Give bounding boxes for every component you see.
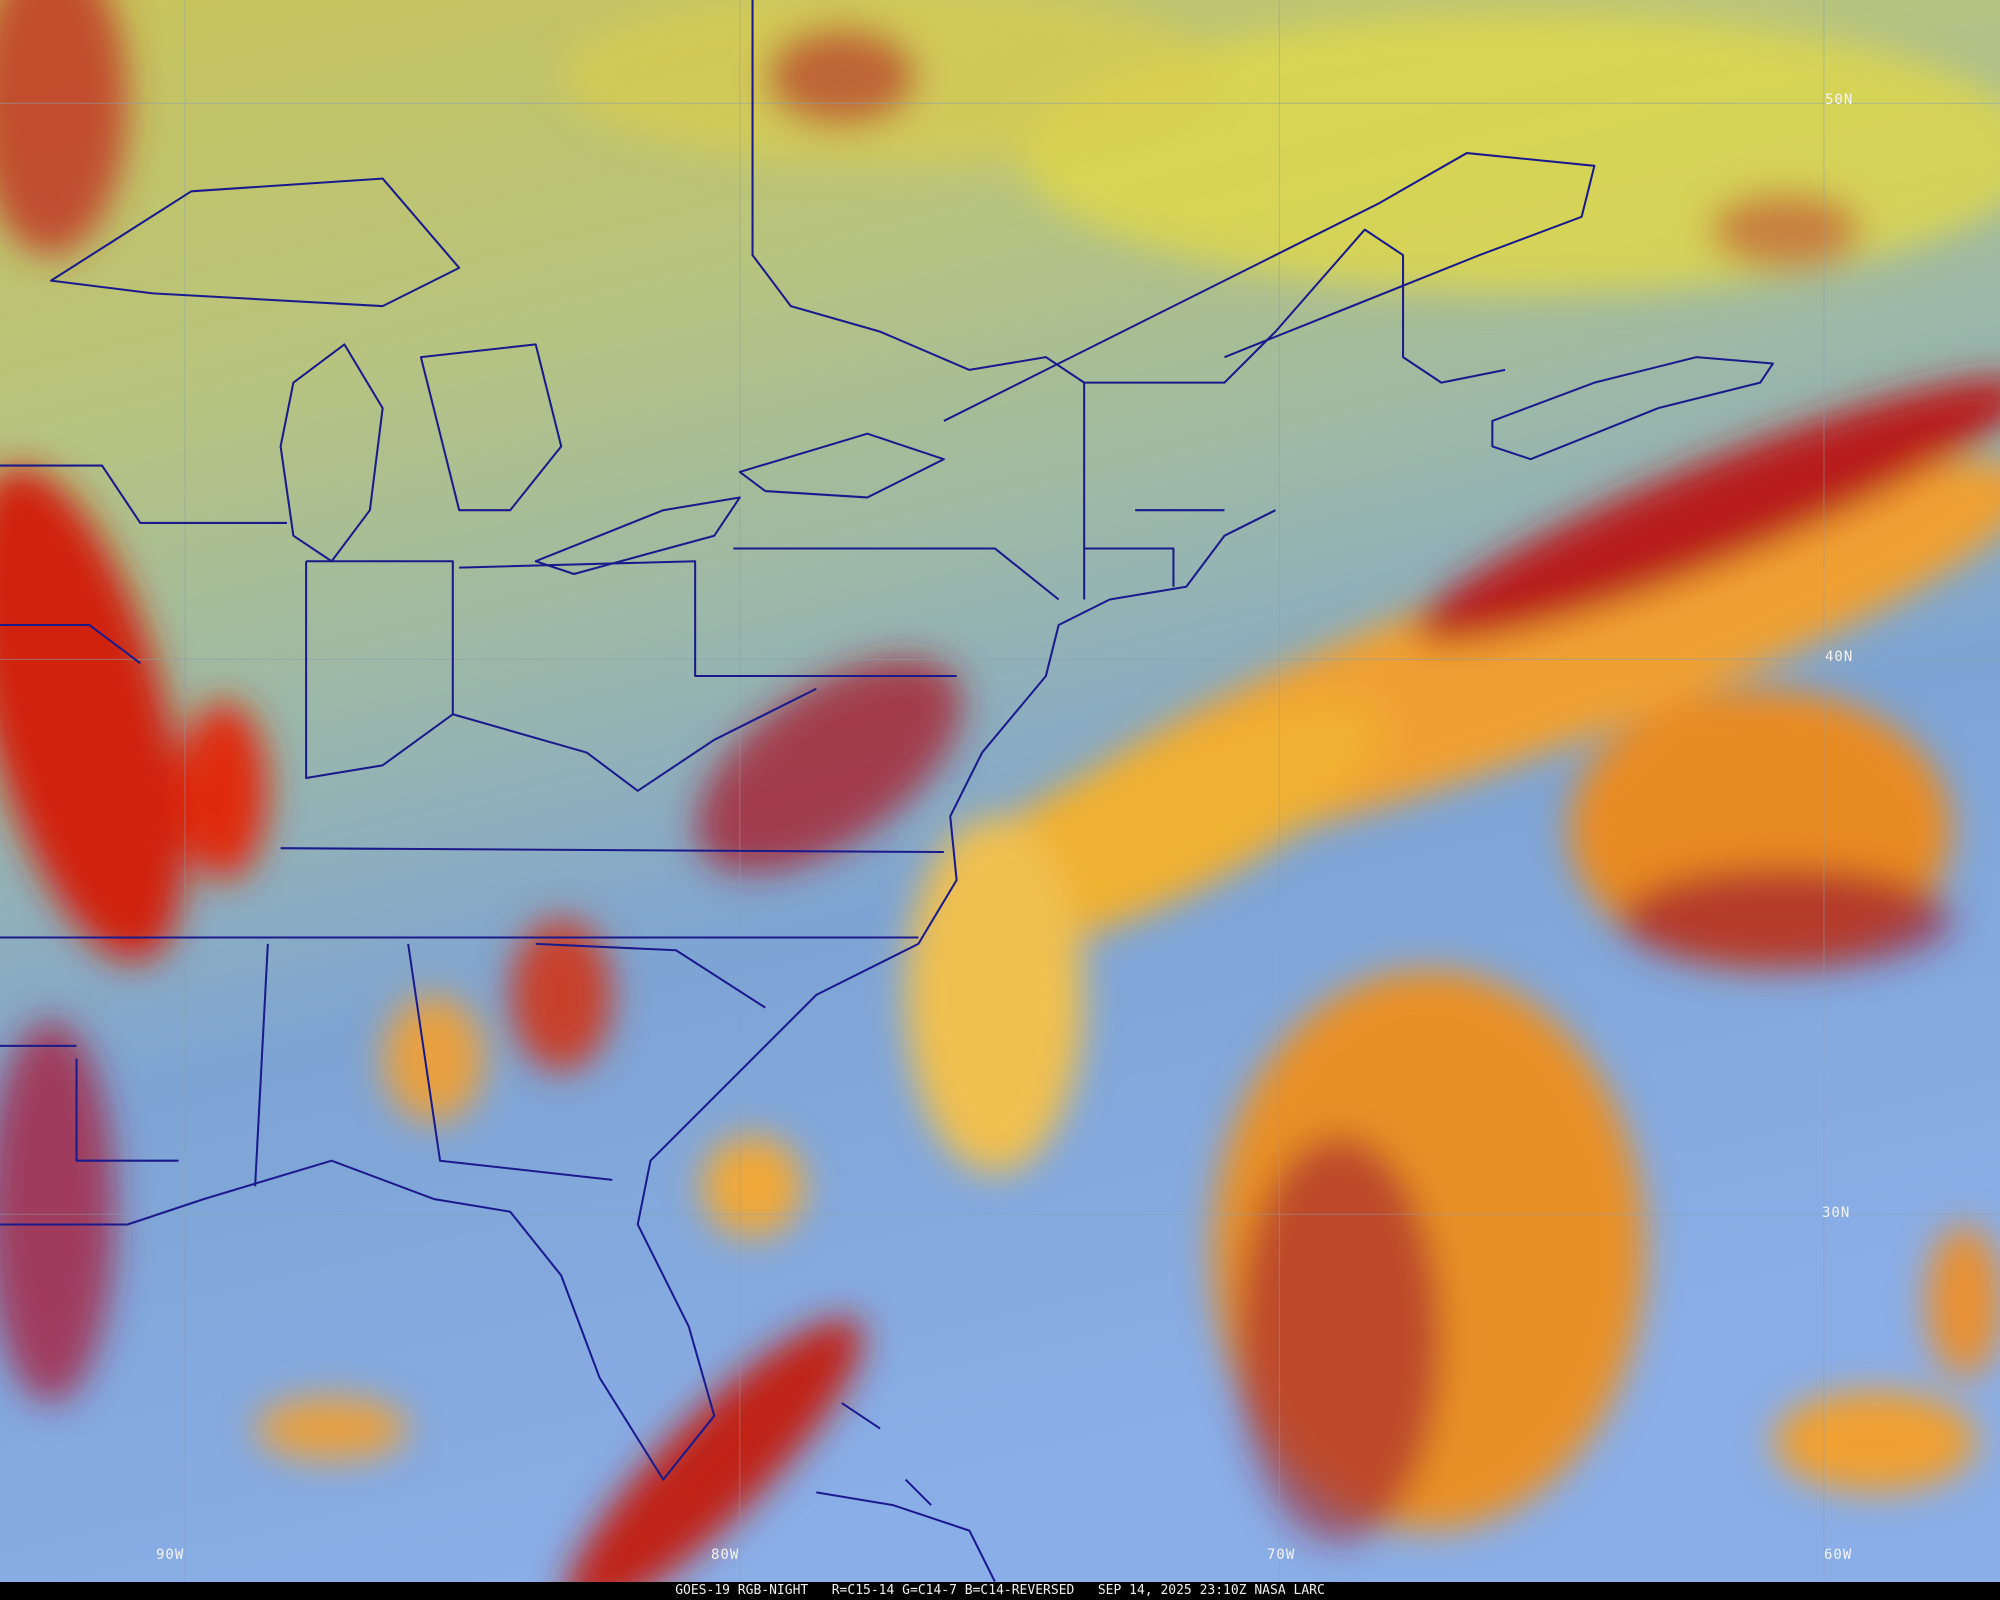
lon-label-60w: 60W bbox=[1824, 1547, 1853, 1563]
cuba-bahamas bbox=[816, 1402, 996, 1582]
lat-label-30n: 30N bbox=[1822, 1205, 1851, 1221]
lon-label-90w: 90W bbox=[156, 1547, 185, 1563]
lon-label-70w: 70W bbox=[1267, 1547, 1296, 1563]
boundaries bbox=[0, 0, 1774, 1582]
lat-label-40n: 40N bbox=[1825, 649, 1854, 665]
lon-label-80w: 80W bbox=[711, 1547, 740, 1563]
nova-scotia bbox=[1491, 356, 1774, 461]
canada-border bbox=[751, 0, 1506, 384]
lake-erie bbox=[534, 496, 741, 575]
coastline bbox=[0, 509, 1276, 1481]
lake-superior bbox=[49, 177, 461, 308]
lake-ontario bbox=[738, 432, 945, 499]
image-caption-bar: GOES-19 RGB-NIGHT R=C15-14 G=C14-7 B=C14… bbox=[0, 1582, 2000, 1600]
lat-label-50n: 50N bbox=[1825, 92, 1854, 108]
lake-michigan bbox=[279, 343, 384, 563]
lake-huron bbox=[419, 343, 563, 512]
st-lawrence bbox=[943, 152, 1596, 422]
state-borders bbox=[0, 382, 1225, 1187]
